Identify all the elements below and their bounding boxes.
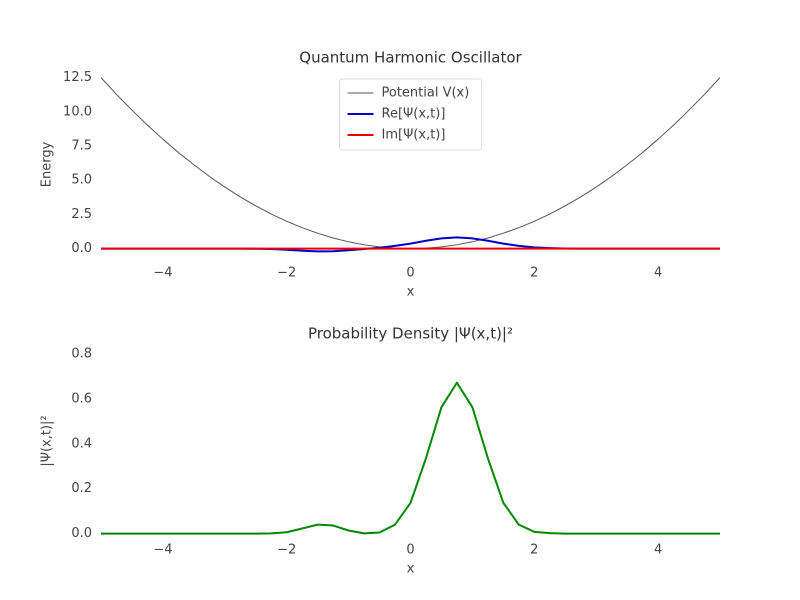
y-tick-label: 5.0 <box>71 173 92 188</box>
data-line <box>101 381 720 535</box>
x-tick-label: 4 <box>654 266 662 281</box>
y-tick-label: 10.0 <box>63 104 92 119</box>
legend-box <box>339 78 482 151</box>
x-tick-label: −2 <box>277 266 296 281</box>
y-tick-label: 12.5 <box>63 70 92 85</box>
legend: Potential V(x) Re[Ψ(x,t)] Im[Ψ(x,t)] <box>339 78 482 151</box>
y-axis-label: |Ψ(x,t)|² <box>40 415 55 466</box>
x-axis-label: x <box>407 285 415 300</box>
x-tick-label: −4 <box>153 543 172 558</box>
chart-title: Quantum Harmonic Oscillator <box>299 49 522 67</box>
y-tick-label: 0.2 <box>71 481 92 496</box>
y-axis-label: Energy <box>40 141 55 187</box>
x-tick-label: 0 <box>406 266 414 281</box>
x-tick-label: −4 <box>153 266 172 281</box>
x-tick-label: 2 <box>530 543 538 558</box>
y-tick-label: 0.0 <box>71 526 92 541</box>
y-tick-label: 0.8 <box>71 346 92 361</box>
x-tick-label: 4 <box>654 543 662 558</box>
chart-title: Probability Density |Ψ(x,t)|² <box>308 325 513 343</box>
legend-label: Re[Ψ(x,t)] <box>382 107 446 122</box>
y-tick-label: 0.0 <box>71 241 92 256</box>
x-tick-label: 0 <box>406 543 414 558</box>
x-tick-label: −2 <box>277 543 296 558</box>
legend-label: Im[Ψ(x,t)] <box>382 128 446 143</box>
legend-label: Potential V(x) <box>382 86 470 101</box>
x-tick-label: 2 <box>530 266 538 281</box>
y-tick-label: 2.5 <box>71 207 92 222</box>
y-tick-label: 7.5 <box>71 139 92 154</box>
y-tick-label: 0.4 <box>71 436 92 451</box>
x-axis-label: x <box>407 562 415 577</box>
y-tick-label: 0.6 <box>71 391 92 406</box>
